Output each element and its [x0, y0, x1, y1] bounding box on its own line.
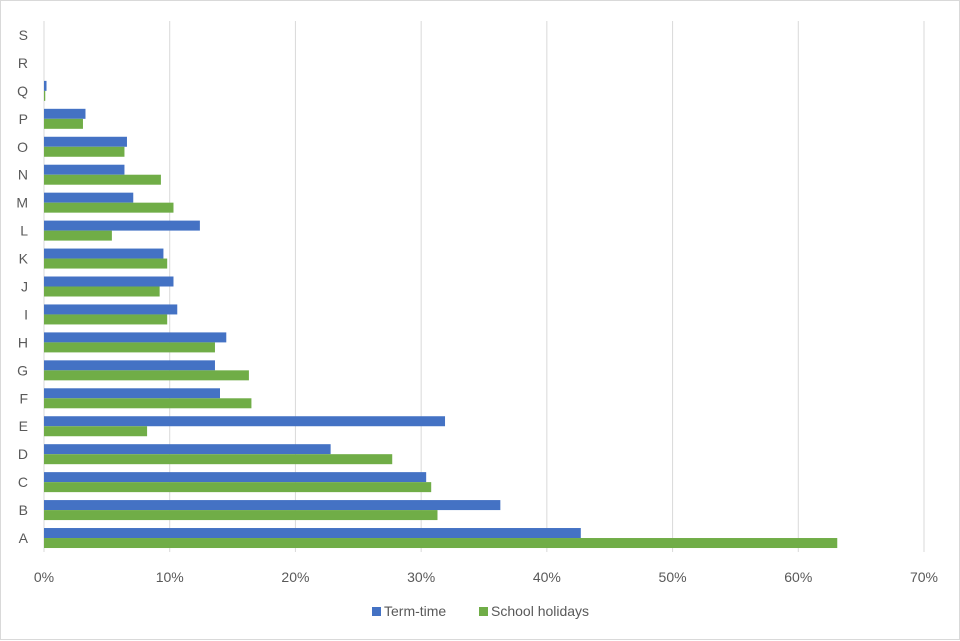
bar-school-holidays — [44, 370, 249, 381]
x-tick-label: 0% — [34, 569, 54, 585]
legend-swatch-term-time — [372, 607, 381, 616]
x-tick-label: 40% — [533, 569, 561, 585]
bar-school-holidays — [44, 538, 838, 549]
x-tick-label: 70% — [910, 569, 938, 585]
y-category-label: O — [17, 139, 28, 155]
bar-school-holidays — [44, 314, 168, 325]
y-category-label: K — [19, 251, 29, 267]
bar-school-holidays — [44, 258, 168, 269]
y-category-label: E — [19, 418, 28, 434]
legend-swatch-school-holidays — [479, 607, 488, 616]
bar-school-holidays — [44, 286, 160, 297]
x-tick-label: 30% — [407, 569, 435, 585]
y-category-label: H — [18, 334, 28, 350]
bar-term-time — [44, 528, 581, 539]
bar-school-holidays — [44, 342, 215, 353]
bar-term-time — [44, 332, 227, 343]
bar-school-holidays — [44, 90, 46, 101]
bar-term-time — [44, 136, 127, 147]
bar-term-time — [44, 304, 178, 315]
bar-term-time — [44, 444, 331, 455]
bar-school-holidays — [44, 146, 125, 157]
bar-school-holidays — [44, 426, 148, 437]
bar-school-holidays — [44, 202, 174, 213]
y-category-label: R — [18, 55, 28, 71]
bar-term-time — [44, 248, 164, 259]
y-category-label: C — [18, 474, 28, 490]
bar-school-holidays — [44, 510, 438, 521]
y-category-label: D — [18, 446, 28, 462]
legend-label-term-time: Term-time — [384, 603, 446, 619]
y-category-label: G — [17, 362, 28, 378]
bar-term-time — [44, 80, 47, 91]
bar-term-time — [44, 388, 220, 399]
y-category-label: L — [20, 223, 28, 239]
y-category-label: I — [24, 306, 28, 322]
x-tick-label: 20% — [281, 569, 309, 585]
x-tick-label: 50% — [659, 569, 687, 585]
bar-term-time — [44, 276, 174, 287]
bar-term-time — [44, 220, 200, 231]
bar-school-holidays — [44, 482, 432, 493]
bar-term-time — [44, 416, 446, 427]
bar-term-time — [44, 472, 427, 483]
bar-school-holidays — [44, 454, 393, 465]
y-category-label: F — [19, 390, 28, 406]
y-category-label: N — [18, 167, 28, 183]
bar-school-holidays — [44, 118, 83, 129]
bar-term-time — [44, 192, 134, 203]
x-tick-label: 60% — [784, 569, 812, 585]
bar-term-time — [44, 164, 125, 175]
x-tick-label: 10% — [156, 569, 184, 585]
y-category-label: A — [19, 530, 29, 546]
bar-school-holidays — [44, 174, 161, 185]
bar-term-time — [44, 360, 215, 371]
y-category-label: M — [16, 195, 28, 211]
y-category-label: J — [21, 279, 28, 295]
y-category-label: Q — [17, 83, 28, 99]
bar-term-time — [44, 108, 86, 119]
y-category-label: P — [19, 111, 28, 127]
bar-term-time — [44, 500, 501, 511]
bar-school-holidays — [44, 398, 252, 409]
legend-label-school-holidays: School holidays — [491, 603, 589, 619]
y-category-label: B — [19, 502, 28, 518]
bar-school-holidays — [44, 230, 112, 241]
y-category-label: S — [19, 27, 28, 43]
